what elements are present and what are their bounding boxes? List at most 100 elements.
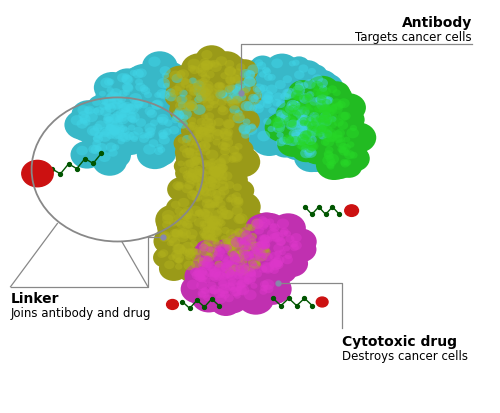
Circle shape	[322, 158, 345, 178]
Circle shape	[233, 268, 266, 295]
Circle shape	[198, 229, 224, 251]
Circle shape	[123, 127, 154, 153]
Circle shape	[273, 125, 282, 133]
Circle shape	[144, 107, 155, 116]
Circle shape	[320, 106, 328, 113]
Circle shape	[202, 266, 235, 294]
Circle shape	[292, 131, 329, 162]
Circle shape	[188, 122, 196, 128]
Circle shape	[188, 117, 196, 124]
Circle shape	[264, 123, 285, 140]
Circle shape	[200, 144, 235, 175]
Circle shape	[254, 212, 280, 234]
Circle shape	[330, 131, 358, 154]
Circle shape	[190, 153, 203, 164]
Circle shape	[317, 126, 324, 132]
Circle shape	[290, 90, 314, 111]
Circle shape	[276, 100, 285, 108]
Circle shape	[92, 99, 101, 106]
Circle shape	[221, 238, 234, 248]
Circle shape	[201, 211, 234, 239]
Circle shape	[306, 128, 326, 145]
Circle shape	[154, 226, 186, 254]
Circle shape	[102, 86, 134, 114]
Circle shape	[184, 249, 195, 258]
Circle shape	[201, 221, 212, 230]
Circle shape	[176, 180, 208, 206]
Circle shape	[201, 60, 213, 70]
Circle shape	[232, 206, 242, 216]
Circle shape	[220, 208, 228, 216]
Circle shape	[224, 128, 234, 136]
Circle shape	[126, 103, 139, 114]
Circle shape	[248, 257, 260, 268]
Circle shape	[167, 226, 194, 248]
Circle shape	[76, 146, 88, 155]
Circle shape	[200, 195, 230, 221]
Circle shape	[178, 137, 186, 144]
Circle shape	[192, 283, 226, 313]
Circle shape	[250, 246, 270, 263]
Circle shape	[234, 231, 266, 257]
Circle shape	[301, 95, 311, 103]
Circle shape	[300, 136, 308, 142]
Circle shape	[92, 123, 102, 132]
Circle shape	[206, 262, 216, 271]
Circle shape	[84, 107, 93, 114]
Circle shape	[324, 98, 360, 128]
Circle shape	[224, 88, 259, 117]
Circle shape	[214, 118, 224, 126]
Circle shape	[202, 219, 228, 240]
Circle shape	[214, 82, 224, 90]
Circle shape	[172, 193, 205, 221]
Circle shape	[272, 234, 298, 256]
Circle shape	[288, 97, 312, 117]
Circle shape	[163, 83, 170, 88]
Circle shape	[103, 84, 124, 102]
Circle shape	[212, 195, 220, 202]
Circle shape	[96, 143, 108, 153]
Circle shape	[302, 130, 312, 138]
Circle shape	[310, 131, 316, 137]
Circle shape	[304, 147, 316, 158]
Circle shape	[319, 111, 348, 136]
Circle shape	[221, 80, 254, 108]
Circle shape	[192, 181, 225, 208]
Circle shape	[218, 90, 228, 98]
Circle shape	[220, 177, 247, 200]
Circle shape	[114, 128, 146, 155]
Circle shape	[252, 229, 288, 259]
Circle shape	[170, 229, 180, 237]
Circle shape	[200, 264, 228, 289]
Circle shape	[104, 115, 141, 145]
Circle shape	[230, 281, 262, 308]
Text: Linker: Linker	[10, 292, 59, 306]
Circle shape	[232, 247, 254, 266]
Circle shape	[253, 270, 262, 278]
Circle shape	[175, 244, 199, 264]
Circle shape	[206, 150, 218, 160]
Circle shape	[178, 161, 184, 166]
Circle shape	[195, 206, 230, 235]
Circle shape	[216, 124, 240, 144]
Circle shape	[100, 100, 123, 119]
Circle shape	[217, 219, 226, 227]
Circle shape	[304, 104, 311, 110]
Circle shape	[274, 260, 283, 267]
Circle shape	[92, 140, 101, 147]
Circle shape	[216, 204, 240, 225]
Circle shape	[247, 280, 267, 297]
Circle shape	[192, 125, 204, 135]
Circle shape	[326, 113, 346, 131]
Circle shape	[296, 123, 324, 147]
Circle shape	[270, 233, 280, 242]
Circle shape	[158, 124, 184, 146]
Circle shape	[278, 249, 286, 255]
Circle shape	[198, 121, 226, 145]
Circle shape	[204, 253, 214, 262]
Circle shape	[208, 259, 242, 287]
Circle shape	[226, 227, 254, 250]
Circle shape	[186, 188, 217, 214]
Circle shape	[296, 90, 325, 115]
Circle shape	[183, 137, 205, 155]
